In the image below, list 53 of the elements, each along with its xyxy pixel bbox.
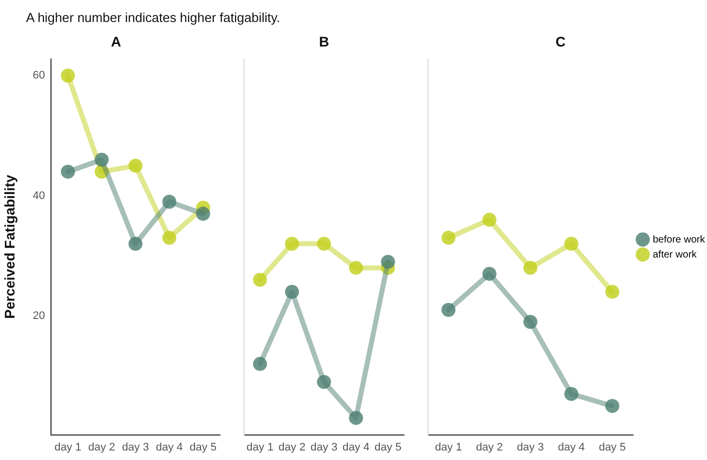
point bbox=[605, 284, 620, 299]
chart-title: C bbox=[555, 33, 566, 50]
x-tick-label: day 5 bbox=[190, 441, 217, 454]
x-tick-label: day 5 bbox=[598, 441, 626, 454]
point bbox=[349, 410, 363, 425]
point bbox=[60, 164, 75, 179]
point bbox=[564, 386, 578, 401]
point bbox=[482, 212, 496, 227]
x-tick-label: day 4 bbox=[558, 441, 585, 454]
point bbox=[60, 68, 75, 83]
point bbox=[605, 398, 620, 413]
chart-title: B bbox=[318, 33, 330, 50]
point bbox=[253, 272, 267, 287]
point bbox=[523, 314, 538, 329]
point bbox=[162, 230, 176, 245]
point bbox=[253, 356, 267, 371]
y-tick-label: 20 bbox=[32, 310, 45, 322]
point bbox=[94, 152, 109, 167]
chart-subtitle: A higher number indicates higher fatigability. bbox=[26, 10, 280, 25]
point bbox=[285, 236, 299, 251]
x-tick-label: day 3 bbox=[516, 441, 544, 454]
y-axis-title: Perceived Fatigability bbox=[1, 174, 18, 319]
x-tick-label: day 2 bbox=[476, 441, 503, 454]
x-tick-label: day 4 bbox=[342, 441, 370, 454]
x-tick-label: day 2 bbox=[88, 441, 116, 454]
point bbox=[128, 236, 142, 251]
legend-label: before work bbox=[652, 234, 706, 246]
point bbox=[441, 230, 456, 245]
chart-title: A bbox=[110, 33, 122, 50]
point bbox=[441, 302, 456, 317]
legend-label: after work bbox=[652, 249, 698, 260]
x-tick-label: day 3 bbox=[122, 441, 149, 454]
point bbox=[94, 164, 109, 179]
x-tick-label: day 4 bbox=[156, 441, 183, 454]
point bbox=[162, 194, 176, 209]
point bbox=[564, 236, 578, 251]
point bbox=[349, 260, 363, 275]
point bbox=[523, 260, 538, 275]
x-tick-label: day 2 bbox=[278, 441, 306, 454]
point bbox=[196, 206, 210, 221]
x-tick-label: day 1 bbox=[246, 441, 274, 454]
x-tick-label: day 1 bbox=[435, 441, 462, 454]
point bbox=[317, 374, 331, 389]
x-tick-label: day 1 bbox=[54, 441, 82, 454]
point bbox=[317, 236, 331, 251]
x-tick-label: day 5 bbox=[374, 441, 402, 454]
point bbox=[381, 254, 395, 269]
point bbox=[482, 266, 496, 281]
x-tick-label: day 3 bbox=[310, 441, 338, 454]
y-tick-label: 60 bbox=[32, 70, 45, 82]
point bbox=[285, 284, 299, 299]
y-tick-label: 40 bbox=[32, 190, 45, 202]
point bbox=[128, 158, 142, 173]
